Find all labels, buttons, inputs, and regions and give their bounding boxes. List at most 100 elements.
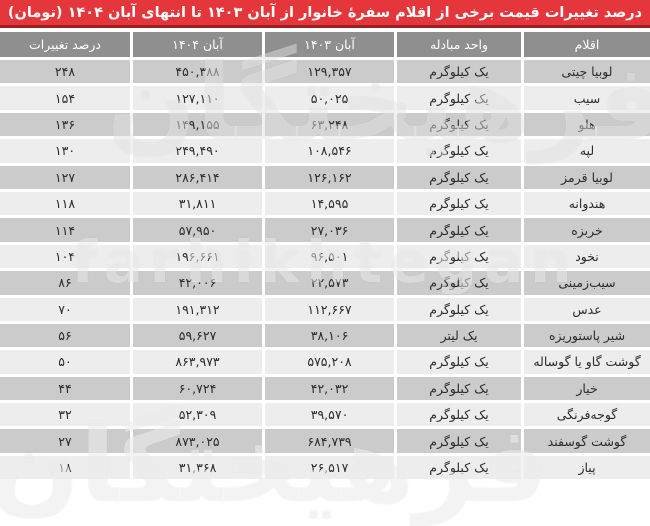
item-cell: سیب [524, 86, 650, 110]
item-cell: گوشت گاو یا گوساله [524, 350, 650, 374]
change-percent-cell: ۲۴۸ [0, 60, 130, 84]
unit-cell: یک کیلوگرم [397, 244, 521, 269]
table-row: گوشت گوسفند یک کیلوگرم ۶۸۴,۷۳۹ ۸۷۳,۰۲۵ ۲… [0, 429, 650, 453]
unit-cell: یک کیلوگرم [397, 376, 521, 401]
item-cell: نخود [524, 244, 650, 269]
price-aban-1404-cell: ۴۲,۰۰۶ [133, 271, 262, 295]
table-row: شیر پاستوریزه یک لیتر ۳۸,۱۰۶ ۵۹,۶۲۷ ۵۶ [0, 323, 650, 348]
table-row: سیب‌زمینی یک کیلوگرم ۲۲,۵۷۳ ۴۲,۰۰۶ ۸۶ [0, 271, 650, 295]
price-table: اقلام واحد مبادله آبان ۱۴۰۳ آبان ۱۴۰۴ در… [0, 32, 650, 480]
unit-cell: یک کیلوگرم [397, 165, 521, 189]
price-aban-1403-cell: ۲۲,۵۷۳ [265, 271, 394, 295]
change-percent-cell: ۸۶ [0, 271, 130, 295]
price-aban-1403-cell: ۶۳,۲۴۸ [265, 112, 394, 137]
change-percent-cell: ۱۱۴ [0, 218, 130, 242]
price-aban-1403-cell: ۴۲,۰۳۲ [265, 376, 394, 401]
table-title: درصد تغییرات قیمت برخی از اقلام سفرۀ خان… [0, 0, 650, 28]
price-aban-1404-cell: ۶۰,۷۲۴ [133, 376, 262, 401]
price-aban-1404-cell: ۴۵۰,۳۸۸ [133, 60, 262, 84]
price-aban-1404-cell: ۵۷,۹۵۰ [133, 218, 262, 242]
col-header-aban-1404: آبان ۱۴۰۴ [133, 32, 262, 57]
price-aban-1404-cell: ۱۹۶,۶۶۱ [133, 244, 262, 269]
price-aban-1403-cell: ۱۴,۵۹۵ [265, 191, 394, 216]
unit-cell: یک کیلوگرم [397, 218, 521, 242]
table-title-text: درصد تغییرات قیمت برخی از اقلام سفرۀ خان… [7, 4, 643, 21]
table-row: گوشت گاو یا گوساله یک کیلوگرم ۵۷۵,۲۰۸ ۸۶… [0, 350, 650, 374]
table-row: خیار یک کیلوگرم ۴۲,۰۳۲ ۶۰,۷۲۴ ۴۴ [0, 376, 650, 401]
item-cell: شیر پاستوریزه [524, 323, 650, 348]
price-aban-1404-cell: ۲۴۹,۴۹۰ [133, 139, 262, 163]
unit-cell: یک کیلوگرم [397, 86, 521, 110]
item-cell: لوبیا چیتی [524, 60, 650, 84]
price-aban-1403-cell: ۹۶,۵۰۱ [265, 244, 394, 269]
table-row: هندوانه یک کیلوگرم ۱۴,۵۹۵ ۳۱,۸۱۱ ۱۱۸ [0, 191, 650, 216]
change-percent-cell: ۱۲۷ [0, 165, 130, 189]
unit-cell: یک کیلوگرم [397, 297, 521, 321]
change-percent-cell: ۱۵۴ [0, 86, 130, 110]
table-row: نخود یک کیلوگرم ۹۶,۵۰۱ ۱۹۶,۶۶۱ ۱۰۴ [0, 244, 650, 269]
item-cell: گوشت گوسفند [524, 429, 650, 453]
item-cell: خیار [524, 376, 650, 401]
change-percent-cell: ۲۷ [0, 429, 130, 453]
unit-cell: یک لیتر [397, 323, 521, 348]
unit-cell: یک کیلوگرم [397, 112, 521, 137]
price-aban-1404-cell: ۳۱,۳۶۸ [133, 455, 262, 480]
item-cell: لوبیا قرمز [524, 165, 650, 189]
table-row: پیاز یک کیلوگرم ۲۶,۵۱۷ ۳۱,۳۶۸ ۱۸ [0, 455, 650, 480]
price-aban-1404-cell: ۸۶۳,۹۷۳ [133, 350, 262, 374]
unit-cell: یک کیلوگرم [397, 455, 521, 480]
item-cell: خربزه [524, 218, 650, 242]
price-aban-1403-cell: ۶۸۴,۷۳۹ [265, 429, 394, 453]
price-aban-1403-cell: ۱۲۹,۳۵۷ [265, 60, 394, 84]
price-aban-1404-cell: ۱۲۷,۱۱۰ [133, 86, 262, 110]
item-cell: هلو [524, 112, 650, 137]
change-percent-cell: ۱۸ [0, 455, 130, 480]
price-aban-1403-cell: ۱۰۸,۵۴۶ [265, 139, 394, 163]
price-aban-1403-cell: ۵۰,۰۲۵ [265, 86, 394, 110]
change-percent-cell: ۱۰۴ [0, 244, 130, 269]
table-row: لوبیا قرمز یک کیلوگرم ۱۲۶,۱۶۲ ۲۸۶,۴۱۴ ۱۲… [0, 165, 650, 189]
price-aban-1404-cell: ۲۸۶,۴۱۴ [133, 165, 262, 189]
item-cell: گوجه‌فرنگی [524, 403, 650, 427]
price-aban-1404-cell: ۱۴۹,۱۵۵ [133, 112, 262, 137]
price-aban-1403-cell: ۳۸,۱۰۶ [265, 323, 394, 348]
table-row: عدس یک کیلوگرم ۱۱۲,۶۶۷ ۱۹۱,۳۱۲ ۷۰ [0, 297, 650, 321]
unit-cell: یک کیلوگرم [397, 271, 521, 295]
change-percent-cell: ۵۰ [0, 350, 130, 374]
change-percent-cell: ۳۲ [0, 403, 130, 427]
table-row: گوجه‌فرنگی یک کیلوگرم ۳۹,۵۷۰ ۵۲,۳۰۹ ۳۲ [0, 403, 650, 427]
price-aban-1404-cell: ۸۷۳,۰۲۵ [133, 429, 262, 453]
unit-cell: یک کیلوگرم [397, 191, 521, 216]
price-aban-1403-cell: ۱۱۲,۶۶۷ [265, 297, 394, 321]
table-row: سیب یک کیلوگرم ۵۰,۰۲۵ ۱۲۷,۱۱۰ ۱۵۴ [0, 86, 650, 110]
change-percent-cell: ۱۳۶ [0, 112, 130, 137]
unit-cell: یک کیلوگرم [397, 139, 521, 163]
price-aban-1403-cell: ۳۹,۵۷۰ [265, 403, 394, 427]
price-aban-1403-cell: ۱۲۶,۱۶۲ [265, 165, 394, 189]
table-row: لپه یک کیلوگرم ۱۰۸,۵۴۶ ۲۴۹,۴۹۰ ۱۳۰ [0, 139, 650, 163]
table-row: هلو یک کیلوگرم ۶۳,۲۴۸ ۱۴۹,۱۵۵ ۱۳۶ [0, 112, 650, 137]
price-aban-1404-cell: ۵۲,۳۰۹ [133, 403, 262, 427]
item-cell: هندوانه [524, 191, 650, 216]
price-aban-1404-cell: ۵۹,۶۲۷ [133, 323, 262, 348]
item-cell: سیب‌زمینی [524, 271, 650, 295]
col-header-unit: واحد مبادله [397, 32, 521, 57]
item-cell: پیاز [524, 455, 650, 480]
unit-cell: یک کیلوگرم [397, 60, 521, 84]
unit-cell: یک کیلوگرم [397, 403, 521, 427]
change-percent-cell: ۱۳۰ [0, 139, 130, 163]
col-header-change-percent: درصد تغییرات [0, 32, 130, 57]
price-aban-1404-cell: ۳۱,۸۱۱ [133, 191, 262, 216]
table-row: خربزه یک کیلوگرم ۲۷,۰۳۶ ۵۷,۹۵۰ ۱۱۴ [0, 218, 650, 242]
change-percent-cell: ۷۰ [0, 297, 130, 321]
price-aban-1403-cell: ۵۷۵,۲۰۸ [265, 350, 394, 374]
table-header-row: اقلام واحد مبادله آبان ۱۴۰۳ آبان ۱۴۰۴ در… [0, 32, 650, 57]
item-cell: لپه [524, 139, 650, 163]
col-header-items: اقلام [524, 32, 650, 57]
price-aban-1403-cell: ۲۷,۰۳۶ [265, 218, 394, 242]
price-aban-1404-cell: ۱۹۱,۳۱۲ [133, 297, 262, 321]
change-percent-cell: ۴۴ [0, 376, 130, 401]
col-header-aban-1403: آبان ۱۴۰۳ [265, 32, 394, 57]
price-aban-1403-cell: ۲۶,۵۱۷ [265, 455, 394, 480]
item-cell: عدس [524, 297, 650, 321]
